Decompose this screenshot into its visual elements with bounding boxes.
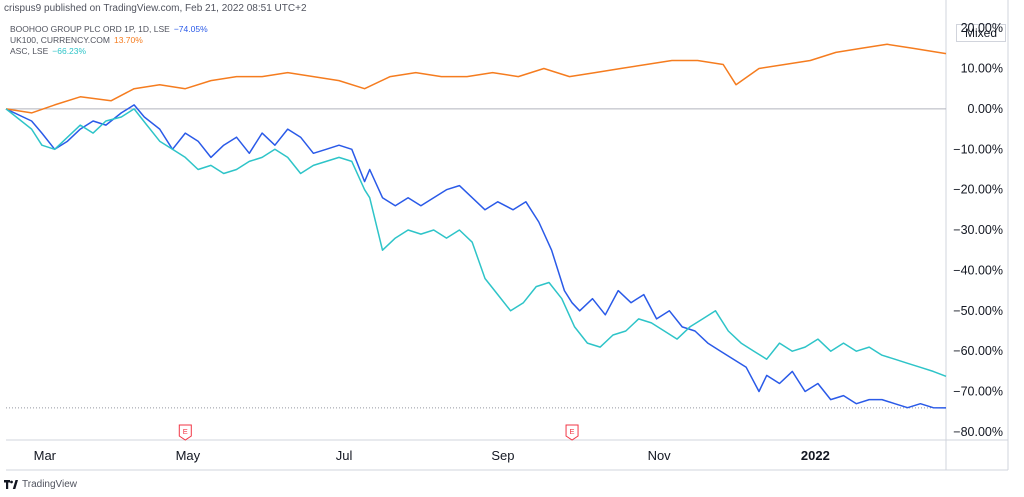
earnings-marker-icon xyxy=(178,424,192,441)
legend-row-asc[interactable]: ASC, LSE −66.23% xyxy=(10,46,208,57)
legend-name: BOOHOO GROUP PLC ORD 1P, 1D, LSE xyxy=(10,24,170,34)
legend-name: ASC, LSE xyxy=(10,46,49,56)
y-tick-label: −80.00% xyxy=(953,425,1003,439)
y-tick-label: −50.00% xyxy=(953,304,1003,318)
scale-mode-button[interactable]: Mixed xyxy=(956,24,1006,42)
y-tick-label: 10.00% xyxy=(961,62,1003,76)
legend-value: 13.70% xyxy=(113,35,143,45)
series-legend: BOOHOO GROUP PLC ORD 1P, 1D, LSE −74.05% … xyxy=(10,24,208,57)
axis-labels: 20.00% 10.00% 0.00% −10.00% −20.00% −30.00% −4… xyxy=(34,21,1003,463)
y-tick-label: 0.00% xyxy=(968,102,1003,116)
legend-value: −66.23% xyxy=(52,46,87,56)
y-tick-label: −30.00% xyxy=(953,223,1003,237)
y-tick-label: −70.00% xyxy=(953,385,1003,399)
x-tick-label: Nov xyxy=(648,448,672,463)
y-tick-label: 20.00% xyxy=(961,21,1003,35)
tradingview-logo-icon xyxy=(4,480,18,489)
series-line-0 xyxy=(5,104,947,409)
axes xyxy=(6,0,1009,471)
earnings-marker-icon xyxy=(565,424,579,441)
legend-row-uk100[interactable]: UK100, CURRENCY.COM 13.70% xyxy=(10,35,208,46)
y-tick-label: −10.00% xyxy=(953,142,1003,156)
footer: TradingView xyxy=(4,479,77,490)
x-tick-label: Sep xyxy=(491,448,514,463)
x-tick-label: Mar xyxy=(34,448,57,463)
x-tick-label: 2022 xyxy=(801,448,830,463)
earnings-marker-label: E xyxy=(183,427,188,436)
series-lines xyxy=(5,43,947,409)
series-line-1 xyxy=(5,43,947,114)
publisher-caption: crispus9 published on TradingView.com, F… xyxy=(4,3,307,14)
legend-value: −74.05% xyxy=(173,24,208,34)
y-tick-label: −20.00% xyxy=(953,183,1003,197)
footer-brand: TradingView xyxy=(22,479,78,490)
x-tick-label: Jul xyxy=(336,448,353,463)
series-line-2 xyxy=(5,108,947,378)
earnings-marker-label: E xyxy=(570,427,575,436)
y-tick-label: −40.00% xyxy=(953,263,1003,277)
legend-row-boohoo[interactable]: BOOHOO GROUP PLC ORD 1P, 1D, LSE −74.05% xyxy=(10,24,208,35)
y-tick-label: −60.00% xyxy=(953,344,1003,358)
x-tick-label: May xyxy=(176,448,201,463)
legend-name: UK100, CURRENCY.COM xyxy=(10,35,110,45)
